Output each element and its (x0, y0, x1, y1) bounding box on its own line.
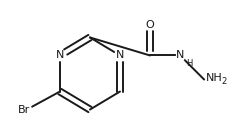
Text: O: O (146, 20, 154, 30)
Text: N: N (56, 51, 64, 60)
Text: NH: NH (206, 73, 222, 83)
Text: H: H (186, 59, 192, 68)
Text: Br: Br (18, 105, 30, 115)
Text: N: N (116, 51, 124, 60)
Text: 2: 2 (221, 76, 227, 86)
Text: N: N (176, 51, 184, 60)
